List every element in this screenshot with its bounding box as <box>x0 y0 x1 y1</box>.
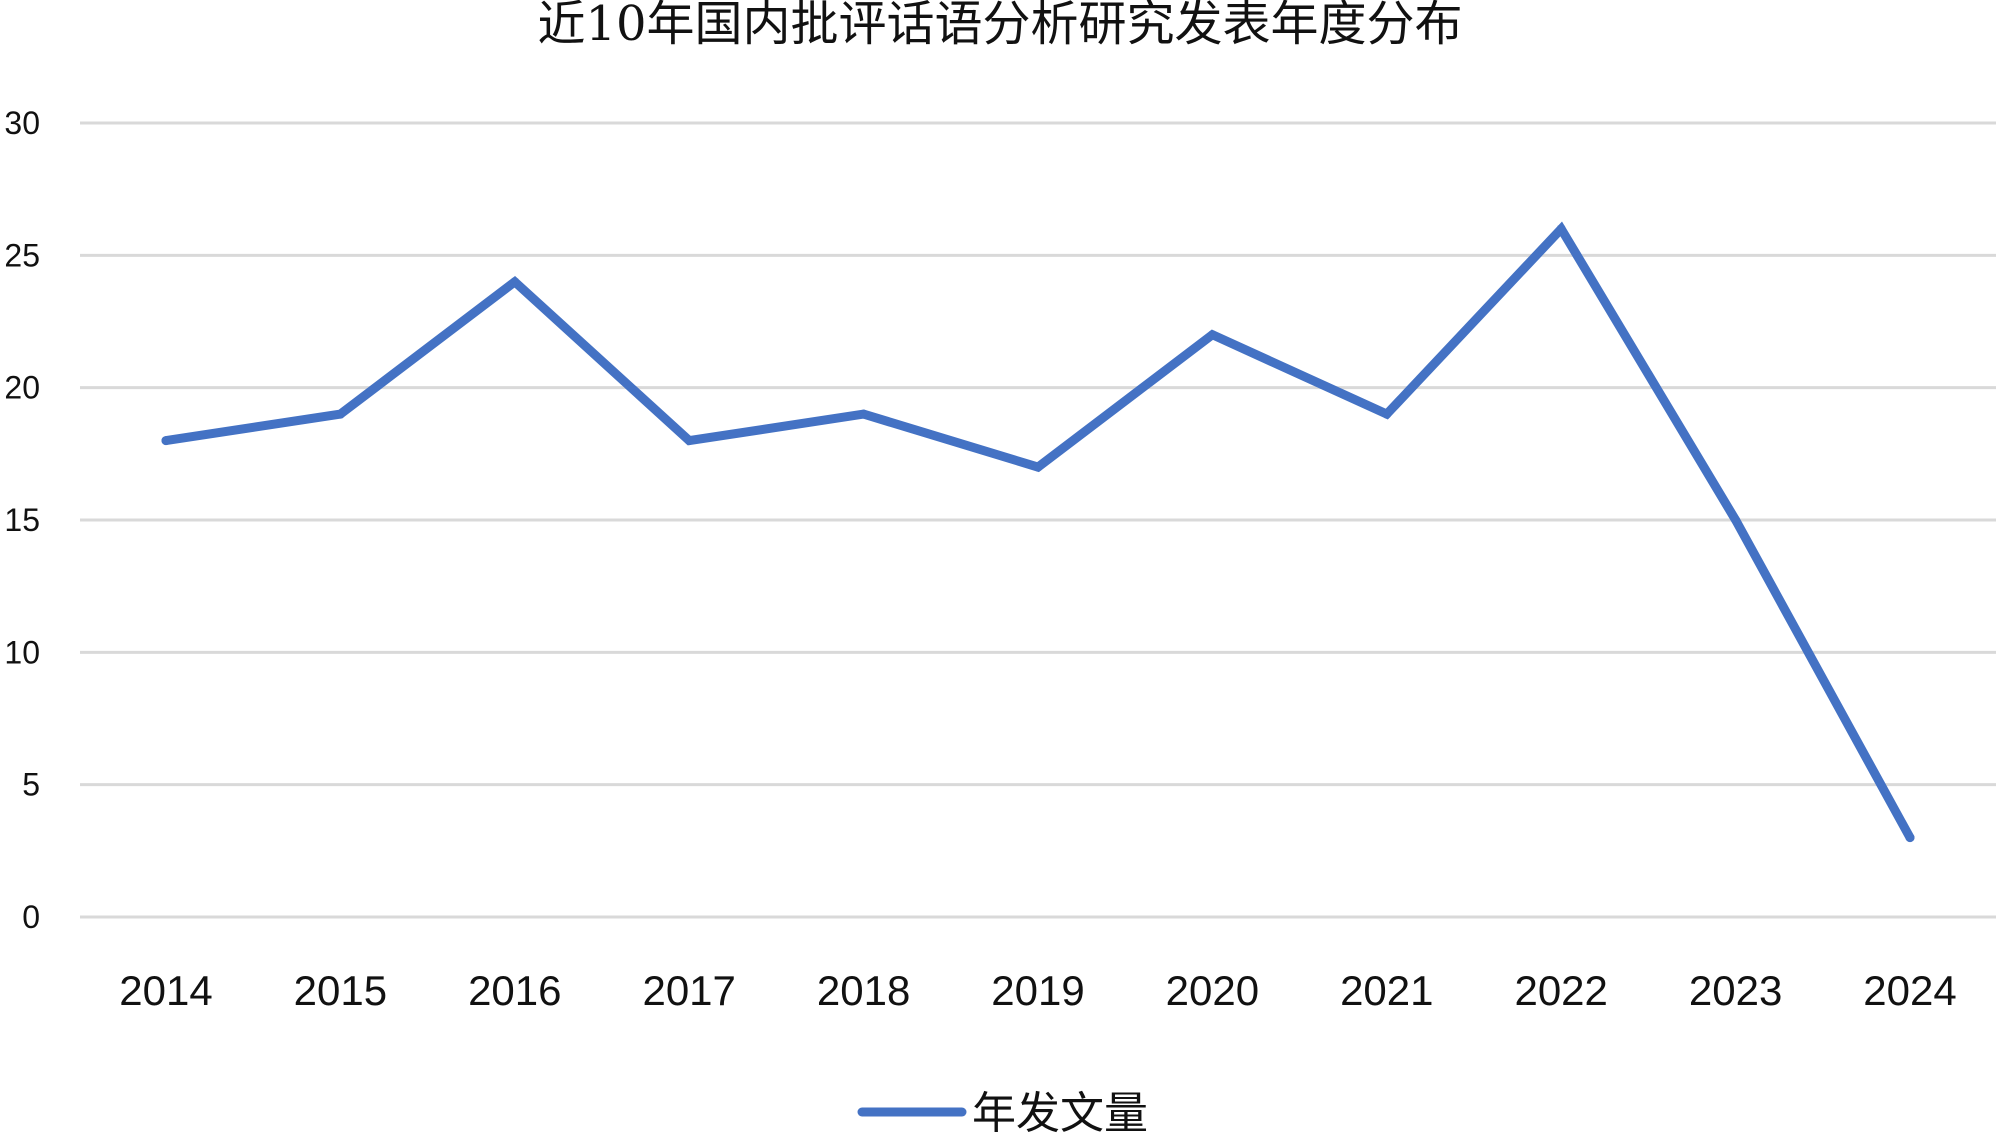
data-point <box>1731 515 1741 525</box>
data-point <box>684 436 694 446</box>
gridlines <box>80 121 1996 919</box>
legend-label: 年发文量 <box>972 1088 1148 1139</box>
x-tick-label: 2016 <box>468 967 561 1014</box>
y-tick-label: 0 <box>22 899 40 935</box>
data-point <box>859 409 869 419</box>
y-axis-ticks: 0 5 10 15 20 25 30 <box>4 105 40 935</box>
x-tick-label: 2014 <box>119 967 212 1014</box>
x-tick-label: 2018 <box>817 967 910 1014</box>
y-tick-label: 10 <box>4 634 40 670</box>
data-point <box>1556 224 1566 234</box>
y-tick-label: 5 <box>22 767 40 803</box>
series-line <box>161 221 1915 843</box>
y-tick-label: 15 <box>4 502 40 538</box>
x-tick-label: 2023 <box>1689 967 1782 1014</box>
data-point <box>510 277 520 287</box>
x-tick-label: 2015 <box>294 967 387 1014</box>
y-tick-label: 20 <box>4 370 40 406</box>
x-axis-ticks: 2014 2015 2016 2017 2018 2019 2020 2021 2022 2023… <box>119 967 1956 1014</box>
x-tick-label: 2020 <box>1166 967 1259 1014</box>
chart-title: 近10年国内批评话语分析研究发表年度分布 <box>537 0 1462 52</box>
data-point <box>1033 462 1043 472</box>
x-tick-label: 2017 <box>642 967 735 1014</box>
data-point <box>1382 409 1392 419</box>
data-point <box>335 409 345 419</box>
x-tick-label: 2021 <box>1340 967 1433 1014</box>
data-point <box>161 436 171 446</box>
x-tick-label: 2024 <box>1863 967 1956 1014</box>
data-point <box>1905 833 1915 843</box>
data-point <box>1207 330 1217 340</box>
y-tick-label: 30 <box>4 105 40 141</box>
x-tick-label: 2019 <box>991 967 1084 1014</box>
series-layer <box>161 221 1915 843</box>
y-tick-label: 25 <box>4 237 40 273</box>
x-tick-label: 2022 <box>1514 967 1607 1014</box>
legend: 年发文量 <box>857 1088 1148 1139</box>
